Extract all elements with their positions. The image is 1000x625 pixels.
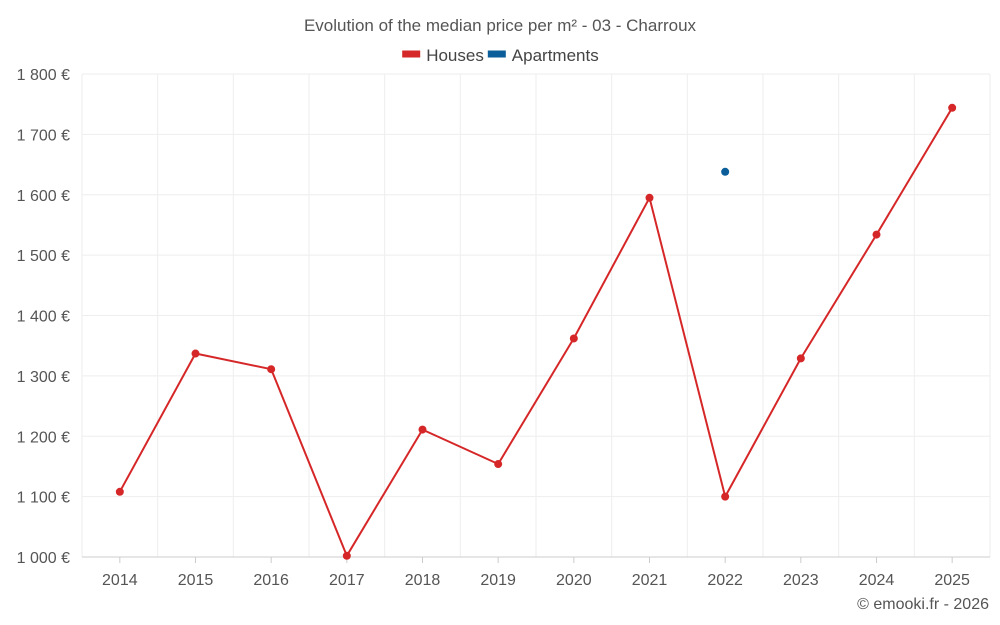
data-point-houses[interactable] [342,551,351,560]
x-tick-label: 2025 [934,572,970,589]
series-layer [115,103,957,560]
data-point-houses[interactable] [115,487,124,496]
x-tick-label: 2022 [707,572,743,589]
chart-title: Evolution of the median price per m² - 0… [304,16,697,35]
y-axis: 1 000 € 1 100 € 1 200 € 1 300 € 1 400 € 1 500… [17,67,70,567]
x-tick-label: 2023 [783,572,819,589]
x-tick-label: 2020 [556,572,592,589]
credit-text: © emooki.fr - 2026 [857,596,989,613]
x-tick-label: 2021 [632,572,668,589]
x-axis: 2014 2015 2016 2017 2018 2019 2020 2021 2022 2023… [82,556,990,589]
grid [81,73,991,557]
y-tick-label: 1 300 € [17,369,70,386]
data-point-houses[interactable] [267,365,276,374]
y-tick-label: 1 000 € [17,550,70,567]
data-point-houses[interactable] [494,460,503,469]
legend-label-apartments[interactable]: Apartments [512,46,599,65]
data-point-houses[interactable] [645,193,654,202]
x-tick-label: 2024 [859,572,895,589]
data-point-houses[interactable] [872,230,881,239]
data-point-houses[interactable] [191,349,200,358]
legend-label-houses[interactable]: Houses [426,46,484,65]
data-point-houses[interactable] [721,492,730,501]
x-tick-label: 2019 [480,572,516,589]
data-point-apartments[interactable] [721,167,730,176]
x-tick-label: 2014 [102,572,138,589]
legend-swatch-houses[interactable] [402,50,421,58]
y-tick-label: 1 800 € [17,67,70,84]
y-tick-label: 1 400 € [17,309,70,326]
legend-swatch-apartments[interactable] [487,50,506,58]
x-tick-label: 2017 [329,572,365,589]
legend[interactable]: Houses Apartments [402,46,599,65]
x-tick-label: 2016 [253,572,289,589]
y-tick-label: 1 500 € [17,248,70,265]
data-point-houses[interactable] [418,425,427,434]
y-tick-label: 1 700 € [17,127,70,144]
x-tick-label: 2015 [178,572,214,589]
data-point-houses[interactable] [796,354,805,363]
y-tick-label: 1 100 € [17,490,70,507]
data-point-houses[interactable] [569,334,578,343]
y-tick-label: 1 600 € [17,188,70,205]
series-line-houses [118,107,954,557]
data-point-houses[interactable] [948,103,957,112]
x-tick-label: 2018 [405,572,441,589]
y-tick-label: 1 200 € [17,429,70,446]
